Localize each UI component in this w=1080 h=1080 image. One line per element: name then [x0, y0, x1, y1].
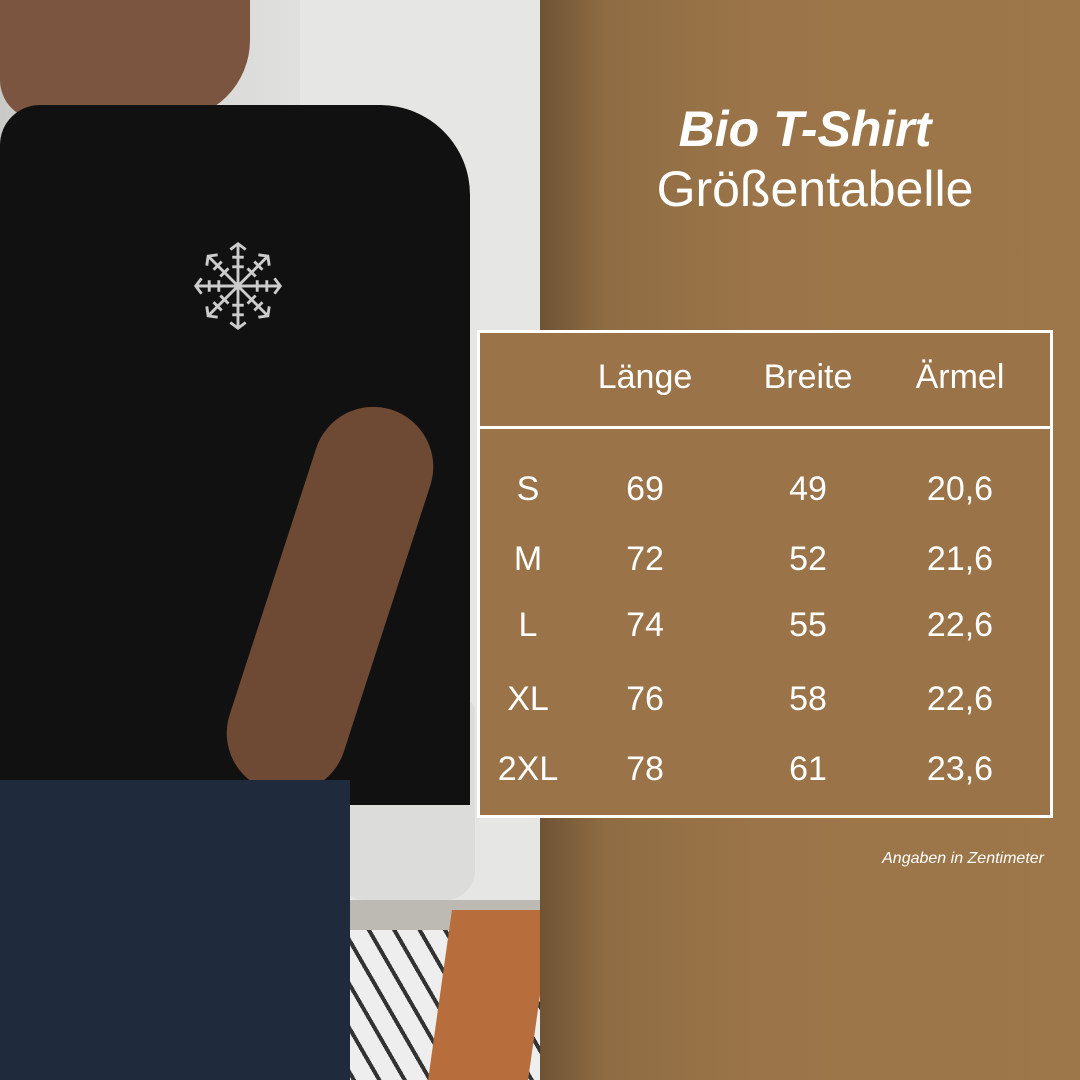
table-cell: 52 — [789, 540, 827, 578]
size-label: L — [518, 606, 538, 644]
size-label: XL — [507, 680, 549, 718]
size-label: S — [516, 470, 540, 508]
table-cell: 55 — [789, 606, 827, 644]
table-cell: 78 — [626, 750, 664, 788]
title-line1: Bio T-Shirt — [678, 101, 932, 157]
table-cell: 58 — [789, 680, 827, 718]
size-label: 2XL — [497, 750, 559, 788]
column-header: Breite — [763, 358, 853, 396]
table-cell: 22,6 — [926, 680, 994, 718]
column-header: Länge — [597, 358, 693, 396]
table-cell: 61 — [789, 750, 827, 788]
title-line2: Größentabelle — [656, 161, 974, 217]
table-cell: 21,6 — [926, 540, 994, 578]
size-label: M — [513, 540, 543, 578]
table-cell: 74 — [626, 606, 664, 644]
header-divider — [477, 426, 1053, 429]
jeans — [0, 780, 350, 1080]
table-cell: 72 — [626, 540, 664, 578]
size-table — [477, 330, 1053, 818]
table-cell: 22,6 — [926, 606, 994, 644]
column-header: Ärmel — [915, 358, 1005, 396]
table-cell: 69 — [626, 470, 664, 508]
helm-of-awe-emblem-icon — [193, 241, 283, 331]
table-cell: 20,6 — [926, 470, 994, 508]
table-cell: 23,6 — [926, 750, 994, 788]
table-cell: 76 — [626, 680, 664, 718]
model-neck — [0, 0, 250, 120]
units-note: Angaben in Zentimeter — [882, 850, 1044, 867]
table-cell: 49 — [789, 470, 827, 508]
model-photo — [0, 0, 540, 1080]
